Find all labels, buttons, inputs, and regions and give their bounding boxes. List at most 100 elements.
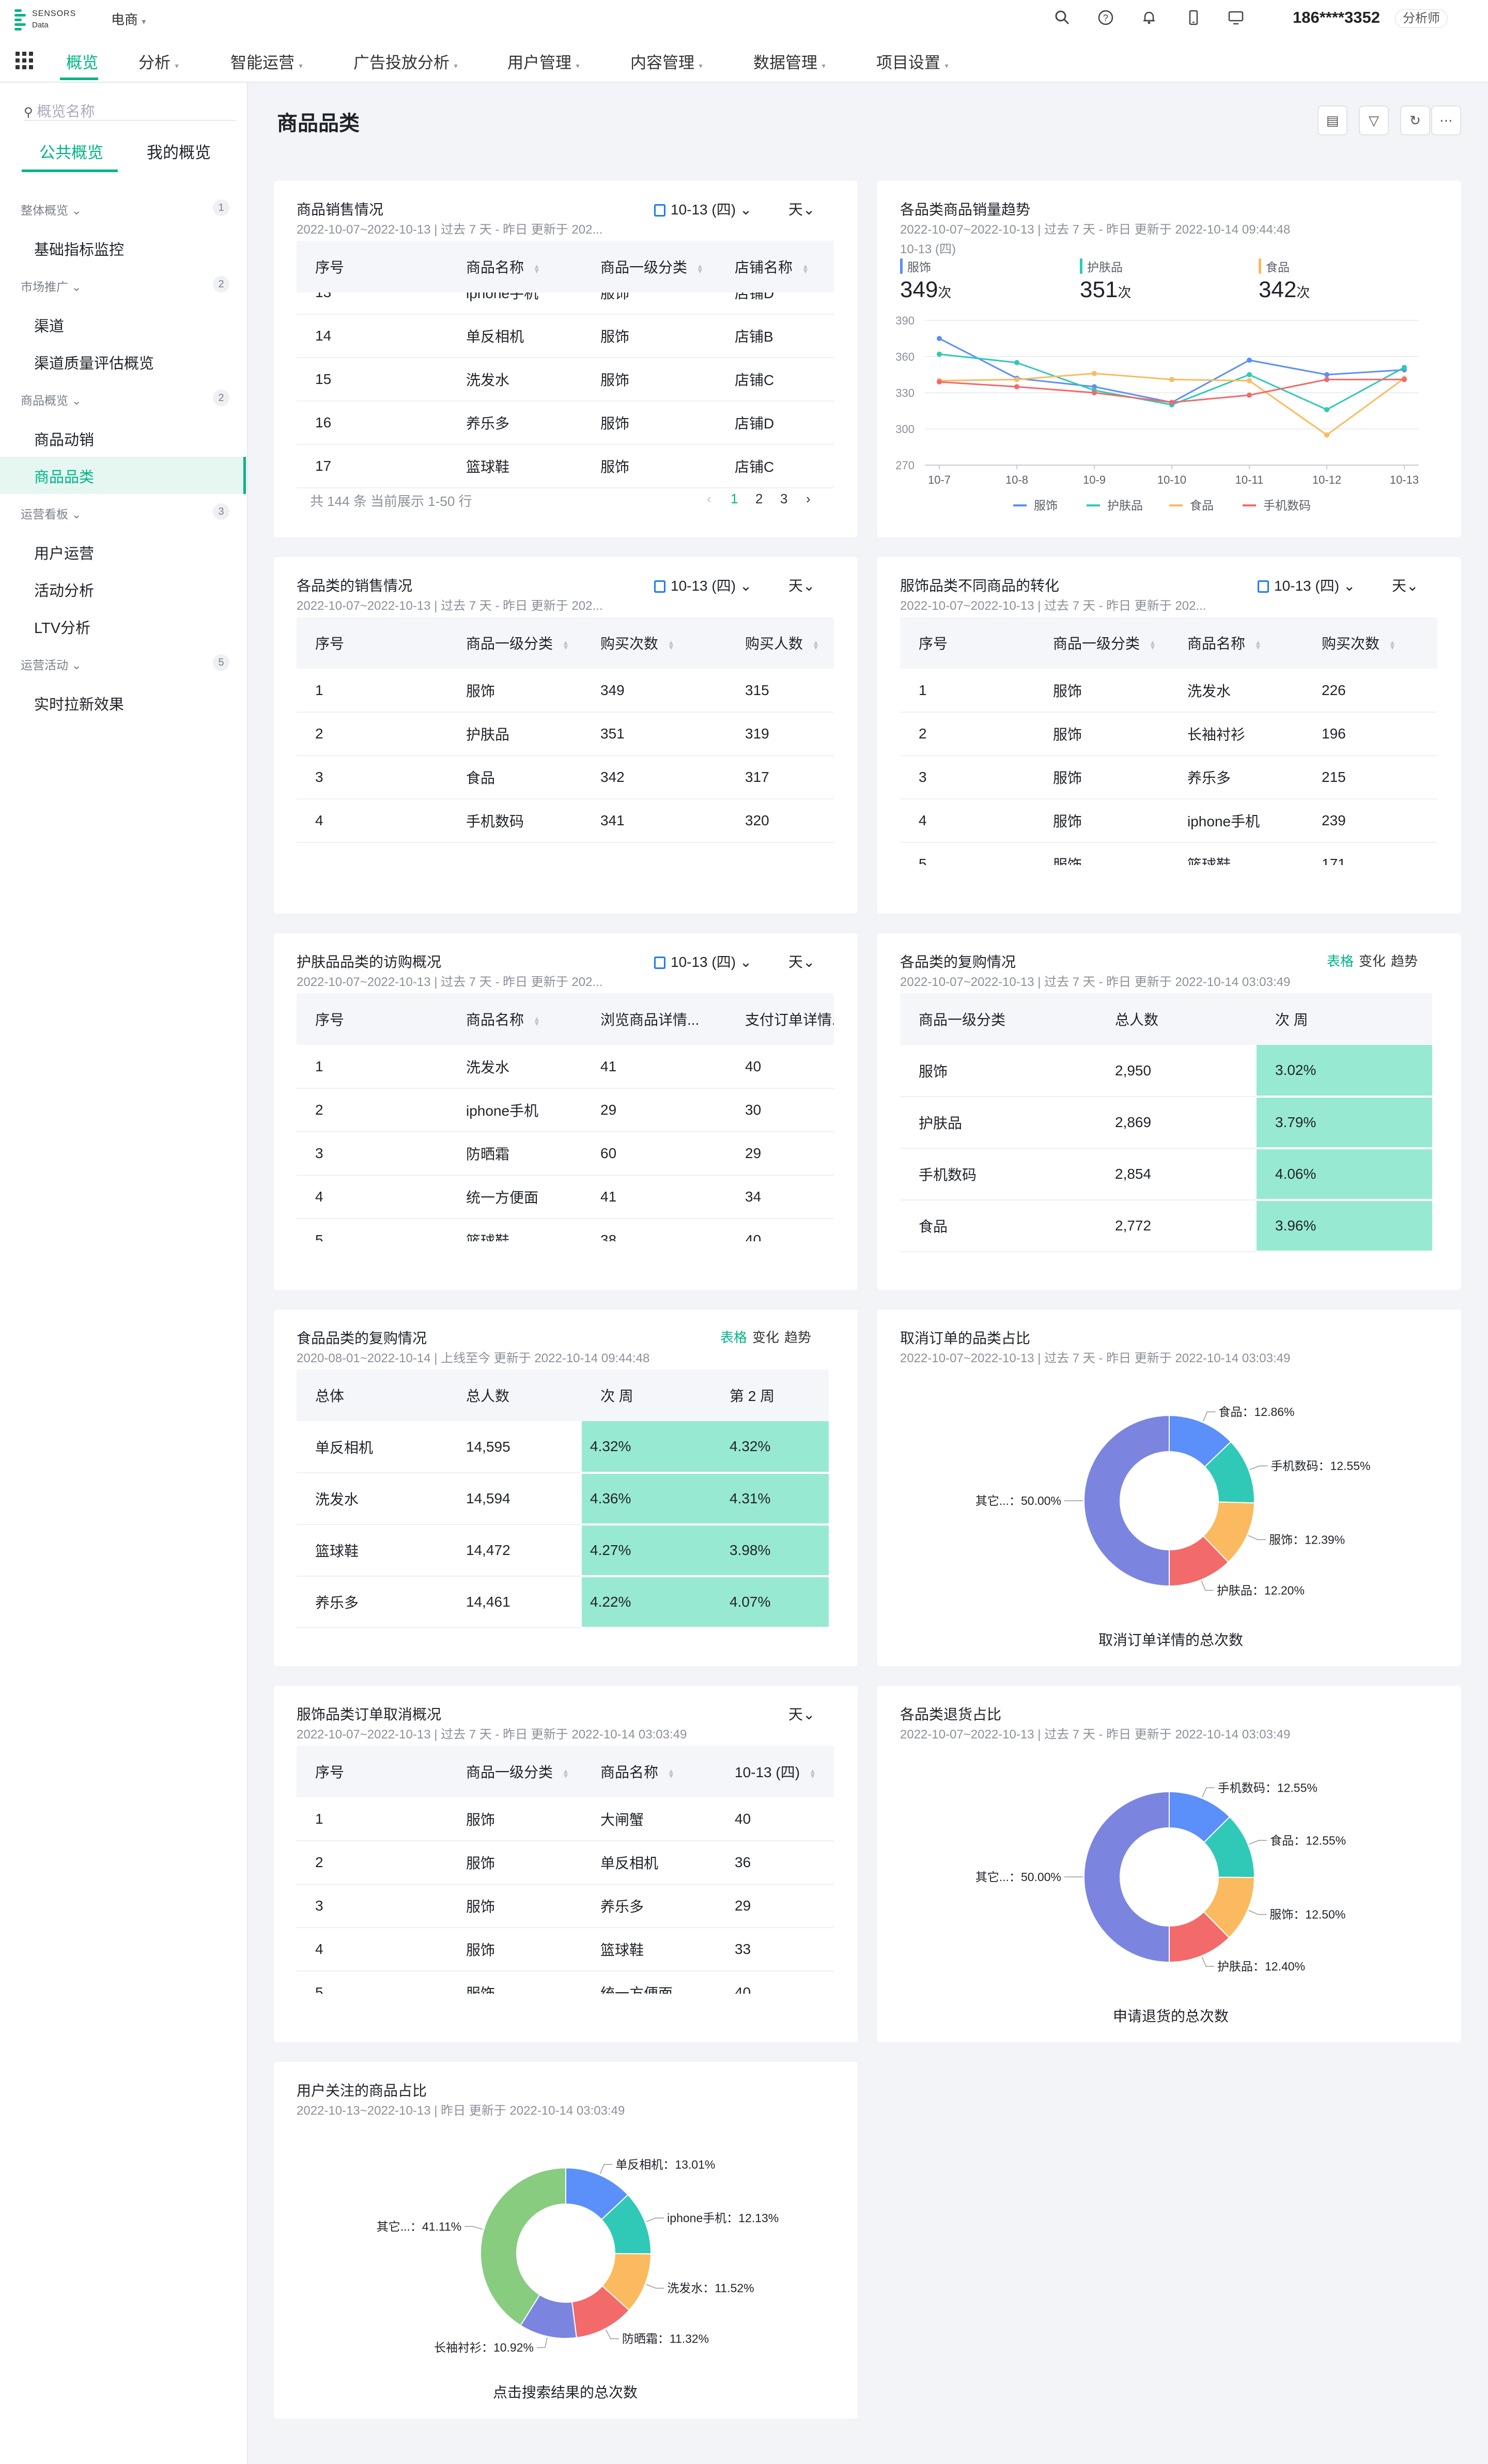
nav-ad-analysis[interactable]: 广告投放分析 ▾ [353,50,458,72]
column-header[interactable]: 商品名称 ▲ ▼ [447,241,582,292]
sort-icon[interactable]: ▲ ▼ [533,261,540,275]
table-row[interactable]: 15 洗发水 服饰 店铺C [297,358,834,402]
sidebar-item-activity-analysis[interactable]: 活动分析 [34,583,95,599]
next-page-icon[interactable]: › [806,491,811,506]
column-header[interactable]: 总体 [297,1369,447,1421]
user-phone[interactable]: 186****3352 [1293,8,1380,26]
column-header[interactable]: 商品一级分类 ▲ ▼ [447,1746,582,1797]
view-table-button[interactable]: 表格 [720,1330,748,1345]
view-change-button[interactable]: 变化 [752,1330,780,1345]
page-2[interactable]: 2 [755,491,763,506]
line-chart[interactable]: 270 300 330 360 390 10-7 10-8 10-9 10-10 10-11 10-… [877,310,1461,527]
column-header[interactable]: 购买次数 ▲ ▼ [1303,617,1437,669]
column-header[interactable]: 序号 [297,1746,447,1797]
column-header[interactable]: 商品名称 ▲ ▼ [582,1746,716,1797]
granularity-selector[interactable]: 天⌄ [788,198,815,219]
table-row[interactable]: 16 养乐多 服饰 店铺D [297,401,834,445]
column-header[interactable]: 商品名称 ▲ ▼ [1169,617,1303,669]
tab-public-overview[interactable]: 公共概览 [39,144,103,162]
table-row[interactable]: 手机数码 2,854 4.06% [900,1148,1432,1201]
table-row[interactable]: 5 服饰 统一方便面 40 [297,1971,834,1994]
table-row[interactable]: 2 iphone手机 29 30 [297,1088,834,1132]
page-1[interactable]: 1 [731,491,738,506]
view-trend-button[interactable]: 趋势 [1391,953,1418,969]
filter-icon[interactable]: ▽ [1359,105,1389,135]
table-row[interactable]: 2 服饰 长袖衬衫 196 [900,712,1437,756]
table-scroll-body[interactable]: 序号 商品一级分类 ▲ ▼ 商品名称 ▲ ▼ 10-13 (四) ▲ ▼ 1 服饰 大闸蟹 40 … [297,1746,834,1994]
table-row[interactable]: 3 服饰 养乐多 215 [900,756,1437,799]
table-row[interactable]: 4 手机数码 341 320 [297,799,834,843]
column-header[interactable]: 序号 [900,617,1034,669]
sidebar-item-product-category[interactable]: 商品品类 [34,469,95,486]
sidebar-item-user-ops[interactable]: 用户运营 [34,546,95,562]
sort-icon[interactable]: ▲ ▼ [668,1766,675,1780]
sidebar-group-overall[interactable]: 整体概览 ⌄ [21,201,82,218]
nav-user-mgmt[interactable]: 用户管理 ▾ [507,50,580,72]
tab-my-overview[interactable]: 我的概览 [147,144,211,162]
table-row[interactable]: 3 防晒霜 60 29 [297,1132,834,1176]
view-table-button[interactable]: 表格 [1327,953,1354,969]
column-header[interactable]: 支付订单详情... [726,993,834,1045]
sort-icon[interactable]: ▲ ▼ [533,1014,540,1027]
sort-icon[interactable]: ▲ ▼ [1254,638,1262,651]
table-row[interactable]: 养乐多 14,461 4.22% 4.07% [297,1576,829,1629]
layout-icon[interactable]: ▤ [1318,105,1347,135]
column-header[interactable]: 第 2 周 [711,1369,829,1421]
search-icon[interactable] [1054,7,1071,28]
page-3[interactable]: 3 [780,491,788,506]
table-row[interactable]: 1 服饰 大闸蟹 40 [297,1797,834,1841]
nav-analysis[interactable]: 分析 ▾ [138,50,179,72]
sort-icon[interactable]: ▲ ▼ [562,638,569,651]
granularity-selector[interactable]: 天⌄ [788,575,815,595]
column-header[interactable]: 10-13 (四) ▲ ▼ [716,1746,834,1797]
sort-icon[interactable]: ▲ ▼ [562,1766,569,1780]
donut-chart[interactable]: 食品：12.86% 手机数码：12.55% 服饰：12.39% 护肤品：12.20% 其… [877,1366,1461,1625]
date-selector[interactable]: 10-13 (四) ⌄ [1258,575,1355,595]
column-header[interactable]: 序号 [297,617,447,669]
sidebar-group-marketing[interactable]: 市场推广 ⌄ [21,277,82,295]
date-selector[interactable]: 10-13 (四) ⌄ [654,951,752,972]
table-row[interactable]: 护肤品 2,869 3.79% [900,1097,1432,1149]
table-row[interactable]: 5 服饰 篮球鞋 171 [900,842,1437,865]
column-header[interactable]: 总人数 [1096,993,1257,1045]
sidebar-item-ltv[interactable]: LTV分析 [34,620,91,637]
bell-icon[interactable] [1141,7,1157,28]
sidebar-group-product[interactable]: 商品概览 ⌄ [21,391,82,408]
table-row[interactable]: 17 篮球鞋 服饰 店铺C [297,444,834,488]
column-header[interactable]: 浏览商品详情... [582,993,726,1045]
nav-overview[interactable]: 概览 [66,50,98,72]
nav-project-settings[interactable]: 项目设置 ▾ [876,50,949,72]
apps-grid-icon[interactable] [16,52,33,69]
column-header[interactable]: 商品名称 ▲ ▼ [447,993,582,1045]
column-header[interactable]: 购买次数 ▲ ▼ [582,617,726,669]
table-row[interactable]: 服饰 2,950 3.02% [900,1045,1432,1098]
table-row[interactable]: 洗发水 14,594 4.36% 4.31% [297,1473,829,1526]
column-header[interactable]: 总人数 [447,1369,582,1421]
column-header[interactable]: 次 周 [1257,993,1432,1045]
granularity-selector[interactable]: 天⌄ [788,1703,815,1724]
column-header[interactable]: 商品一级分类 ▲ ▼ [447,617,582,669]
donut-chart[interactable]: 单反相机：13.01% iphone手机：12.13% 洗发水：11.52% 防晒霜：… [274,2119,858,2377]
table-row[interactable]: 4 服饰 篮球鞋 33 [297,1928,834,1972]
table-row[interactable]: 4 统一方便面 41 34 [297,1175,834,1219]
column-header[interactable]: 购买人数 ▲ ▼ [726,617,834,669]
sidebar-item-channel-quality[interactable]: 渠道质量评估概览 [34,356,154,372]
table-row[interactable]: 13iphone手机服饰店铺D [297,292,834,315]
donut-chart[interactable]: 手机数码：12.55% 食品：12.55% 服饰：12.50% 护肤品：12.40% 其… [877,1743,1461,2001]
table-scroll-body[interactable]: 序号 商品一级分类 ▲ ▼ 商品名称 ▲ ▼ 购买次数 ▲ ▼ 1 服饰 洗发水 226 2 服饰长… [900,617,1437,865]
more-icon[interactable]: ⋯ [1431,105,1461,135]
column-header[interactable]: 商品一级分类 ▲ ▼ [582,241,716,292]
sidebar-group-ops-board[interactable]: 运营看板 ⌄ [21,504,82,522]
view-change-button[interactable]: 变化 [1359,953,1386,969]
granularity-selector[interactable]: 天⌄ [788,951,815,972]
sidebar-item-channel[interactable]: 渠道 [34,318,65,335]
role-badge[interactable]: 分析师 [1395,9,1448,28]
refresh-icon[interactable]: ↻ [1400,105,1430,135]
nav-data-mgmt[interactable]: 数据管理 ▾ [753,50,826,72]
granularity-selector[interactable]: 天⌄ [1392,575,1418,595]
table-row[interactable]: 2 服饰 单反相机 36 [297,1841,834,1885]
date-selector[interactable]: 10-13 (四) ⌄ [654,198,752,219]
table-row[interactable]: 1 洗发水 41 40 [297,1045,834,1089]
